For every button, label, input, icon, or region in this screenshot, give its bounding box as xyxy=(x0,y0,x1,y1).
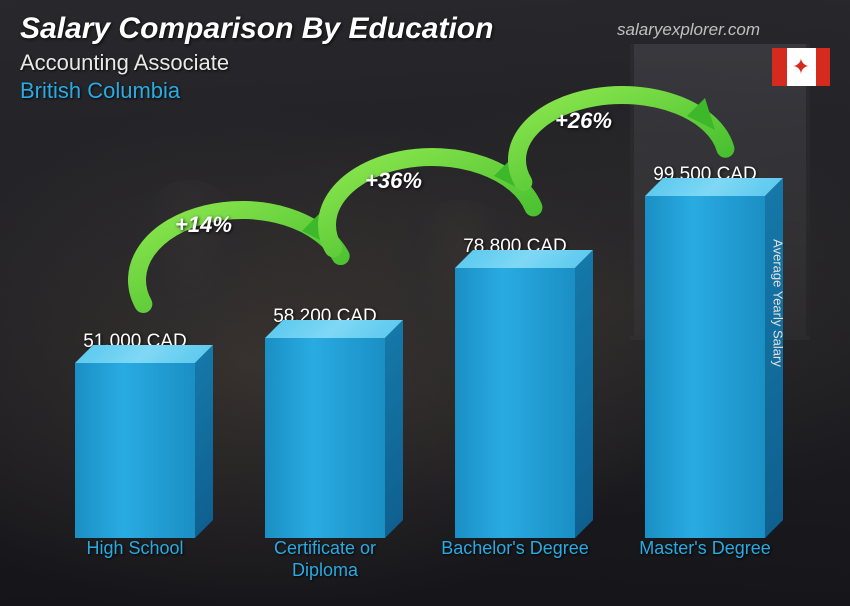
bar-category-label: Certificate or Diploma xyxy=(245,538,405,586)
watermark: salaryexplorer.com xyxy=(617,20,760,40)
bar-slot: 58,200 CAD xyxy=(245,306,405,538)
bar-slot: 51,000 CAD xyxy=(55,331,215,538)
chart-location: British Columbia xyxy=(20,78,830,104)
chart-subtitle: Accounting Associate xyxy=(20,50,830,76)
bar xyxy=(645,196,765,538)
bar xyxy=(455,268,575,538)
increase-pct-label: +36% xyxy=(365,168,422,194)
bar-category-label: Bachelor's Degree xyxy=(435,538,595,586)
increase-pct-label: +14% xyxy=(175,212,232,238)
bar-slot: 78,800 CAD xyxy=(435,236,595,538)
canada-flag-icon: ✦ xyxy=(772,48,830,86)
bar xyxy=(265,338,385,538)
yaxis-label: Average Yearly Salary xyxy=(771,239,786,367)
bar-slot: 99,500 CAD xyxy=(625,164,785,538)
increase-pct-label: +26% xyxy=(555,108,612,134)
bar-category-label: High School xyxy=(55,538,215,586)
bar-category-label: Master's Degree xyxy=(625,538,785,586)
bar xyxy=(75,363,195,538)
